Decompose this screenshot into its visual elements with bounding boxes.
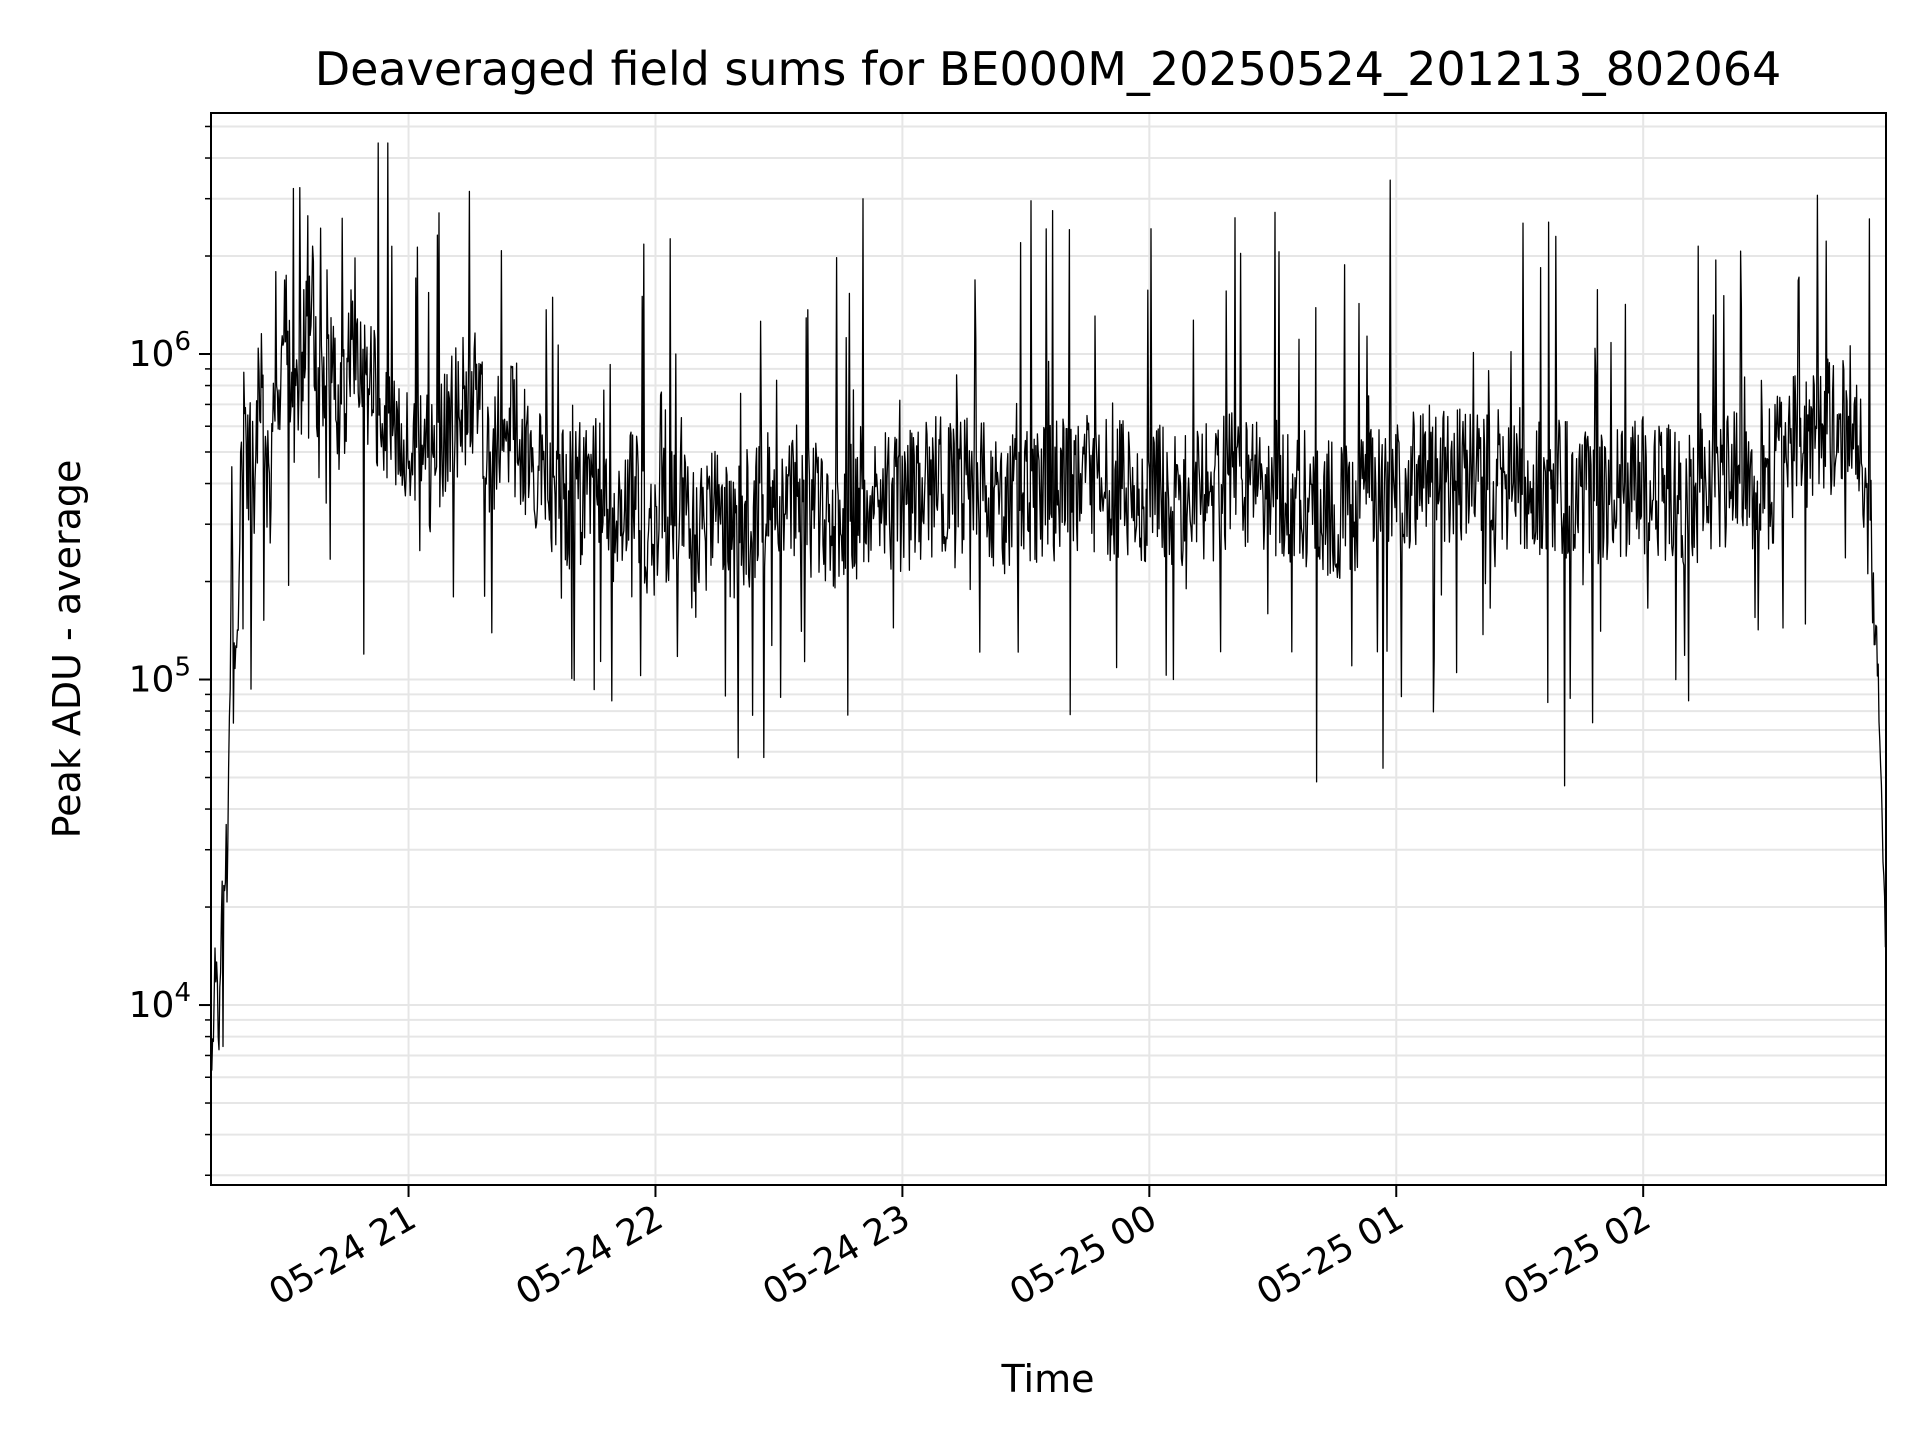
- y-axis-label: Peak ADU - average: [45, 460, 89, 839]
- series-line: [210, 142, 1887, 1071]
- grid: [211, 113, 1886, 1185]
- plot-frame: [210, 112, 1887, 1186]
- chart-title: Deaveraged field sums for BE000M_2025052…: [315, 42, 1782, 96]
- x-axis-label: Time: [1001, 1357, 1095, 1401]
- y-tick-label: 106: [129, 327, 191, 375]
- data-series: [210, 142, 1887, 1071]
- y-tick-label: 104: [129, 978, 191, 1026]
- y-tick-label: 105: [129, 653, 191, 701]
